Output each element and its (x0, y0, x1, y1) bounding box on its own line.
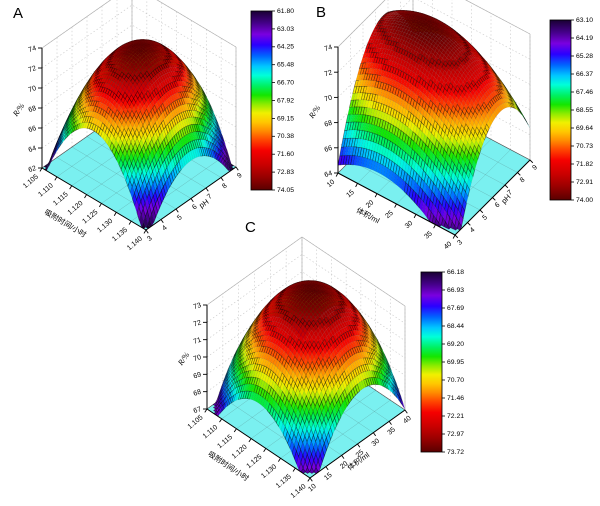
surface-plot-a (0, 0, 310, 252)
panel-b (300, 0, 600, 250)
surface-plot-b (300, 0, 600, 250)
surface-plot-c (165, 235, 485, 506)
panel-label-c: C (245, 219, 256, 236)
panel-a (0, 0, 310, 252)
panel-label-a: A (13, 5, 24, 22)
panel-label-b: B (316, 4, 327, 21)
panel-c (165, 235, 485, 506)
